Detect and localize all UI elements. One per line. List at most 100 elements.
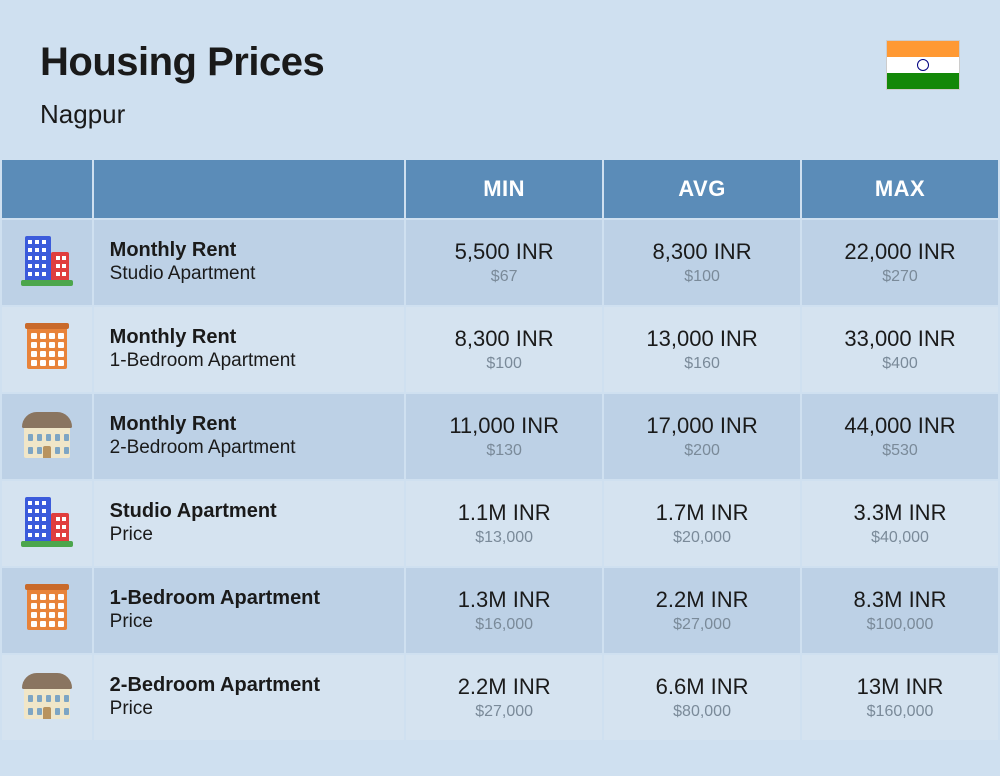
max-value: 8.3M INR <box>812 587 988 613</box>
min-value-usd: $130 <box>416 442 592 460</box>
row-title: 1-Bedroom Apartment <box>110 586 395 610</box>
max-value: 22,000 INR <box>812 239 988 265</box>
avg-value: 8,300 INR <box>614 239 790 265</box>
row-label-cell: 1-Bedroom Apartment Price <box>93 567 406 654</box>
row-title: Studio Apartment <box>110 499 395 523</box>
max-value: 44,000 INR <box>812 413 988 439</box>
min-value: 5,500 INR <box>416 239 592 265</box>
table-row: Studio Apartment Price 1.1M INR $13,000 … <box>1 480 999 567</box>
table-row: Monthly Rent Studio Apartment 5,500 INR … <box>1 219 999 306</box>
building-blue-red-icon <box>21 495 73 547</box>
table-row: 1-Bedroom Apartment Price 1.3M INR $16,0… <box>1 567 999 654</box>
column-header-avg: AVG <box>603 159 801 219</box>
avg-value-usd: $100 <box>614 268 790 286</box>
min-value: 2.2M INR <box>416 674 592 700</box>
flag-green-stripe <box>887 73 959 89</box>
india-flag-icon <box>886 40 960 90</box>
flag-chakra-icon <box>917 59 929 71</box>
row-title: 2-Bedroom Apartment <box>110 673 395 697</box>
row-label-cell: Monthly Rent Studio Apartment <box>93 219 406 306</box>
max-value-usd: $530 <box>812 442 988 460</box>
min-value-cell: 2.2M INR $27,000 <box>405 654 603 741</box>
row-icon-cell <box>1 393 93 480</box>
avg-value-cell: 2.2M INR $27,000 <box>603 567 801 654</box>
building-cream-icon <box>20 408 74 460</box>
avg-value: 17,000 INR <box>614 413 790 439</box>
header: Housing Prices Nagpur <box>0 0 1000 158</box>
avg-value-cell: 1.7M INR $20,000 <box>603 480 801 567</box>
row-subtitle: 1-Bedroom Apartment <box>110 349 395 374</box>
table-header-row: MIN AVG MAX <box>1 159 999 219</box>
avg-value-usd: $200 <box>614 442 790 460</box>
min-value-cell: 1.3M INR $16,000 <box>405 567 603 654</box>
row-title: Monthly Rent <box>110 238 395 262</box>
header-empty-icon <box>1 159 93 219</box>
max-value-cell: 3.3M INR $40,000 <box>801 480 999 567</box>
max-value-usd: $270 <box>812 268 988 286</box>
row-subtitle: 2-Bedroom Apartment <box>110 436 395 461</box>
max-value-cell: 13M INR $160,000 <box>801 654 999 741</box>
avg-value: 1.7M INR <box>614 500 790 526</box>
row-label-cell: 2-Bedroom Apartment Price <box>93 654 406 741</box>
avg-value-usd: $160 <box>614 355 790 373</box>
max-value-cell: 22,000 INR $270 <box>801 219 999 306</box>
row-icon-cell <box>1 219 93 306</box>
row-label-cell: Monthly Rent 1-Bedroom Apartment <box>93 306 406 393</box>
min-value-usd: $100 <box>416 355 592 373</box>
row-icon-cell <box>1 567 93 654</box>
avg-value: 2.2M INR <box>614 587 790 613</box>
max-value-usd: $160,000 <box>812 703 988 721</box>
max-value-usd: $400 <box>812 355 988 373</box>
row-icon-cell <box>1 480 93 567</box>
max-value: 13M INR <box>812 674 988 700</box>
avg-value-cell: 13,000 INR $160 <box>603 306 801 393</box>
column-header-max: MAX <box>801 159 999 219</box>
min-value-usd: $16,000 <box>416 616 592 634</box>
avg-value-usd: $20,000 <box>614 529 790 547</box>
max-value: 33,000 INR <box>812 326 988 352</box>
row-label-cell: Monthly Rent 2-Bedroom Apartment <box>93 393 406 480</box>
header-text: Housing Prices Nagpur <box>40 40 324 130</box>
min-value: 1.1M INR <box>416 500 592 526</box>
row-subtitle: Price <box>110 697 395 722</box>
building-orange-icon <box>21 321 73 373</box>
table-row: 2-Bedroom Apartment Price 2.2M INR $27,0… <box>1 654 999 741</box>
max-value-cell: 33,000 INR $400 <box>801 306 999 393</box>
row-title: Monthly Rent <box>110 412 395 436</box>
row-subtitle: Price <box>110 610 395 635</box>
row-icon-cell <box>1 654 93 741</box>
min-value-usd: $27,000 <box>416 703 592 721</box>
min-value: 8,300 INR <box>416 326 592 352</box>
flag-saffron-stripe <box>887 41 959 57</box>
min-value-usd: $67 <box>416 268 592 286</box>
row-icon-cell <box>1 306 93 393</box>
row-subtitle: Price <box>110 523 395 548</box>
min-value-cell: 11,000 INR $130 <box>405 393 603 480</box>
row-title: Monthly Rent <box>110 325 395 349</box>
max-value-cell: 44,000 INR $530 <box>801 393 999 480</box>
avg-value-usd: $27,000 <box>614 616 790 634</box>
building-blue-red-icon <box>21 234 73 286</box>
min-value-usd: $13,000 <box>416 529 592 547</box>
max-value: 3.3M INR <box>812 500 988 526</box>
avg-value-usd: $80,000 <box>614 703 790 721</box>
max-value-usd: $40,000 <box>812 529 988 547</box>
min-value-cell: 5,500 INR $67 <box>405 219 603 306</box>
pricing-table: MIN AVG MAX Monthly Rent Studio Apartmen… <box>0 158 1000 742</box>
table-row: Monthly Rent 1-Bedroom Apartment 8,300 I… <box>1 306 999 393</box>
max-value-usd: $100,000 <box>812 616 988 634</box>
avg-value-cell: 17,000 INR $200 <box>603 393 801 480</box>
city-name: Nagpur <box>40 99 324 130</box>
row-label-cell: Studio Apartment Price <box>93 480 406 567</box>
header-empty-label <box>93 159 406 219</box>
avg-value-cell: 8,300 INR $100 <box>603 219 801 306</box>
min-value: 11,000 INR <box>416 413 592 439</box>
avg-value: 13,000 INR <box>614 326 790 352</box>
avg-value: 6.6M INR <box>614 674 790 700</box>
building-orange-icon <box>21 582 73 634</box>
flag-white-stripe <box>887 57 959 73</box>
building-cream-icon <box>20 669 74 721</box>
min-value: 1.3M INR <box>416 587 592 613</box>
row-subtitle: Studio Apartment <box>110 262 395 287</box>
avg-value-cell: 6.6M INR $80,000 <box>603 654 801 741</box>
